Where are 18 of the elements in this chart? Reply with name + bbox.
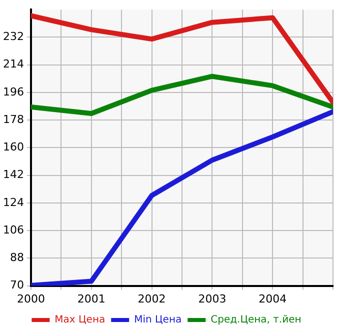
- y-tick-label: 106: [2, 223, 24, 236]
- y-tick-label: 160: [2, 140, 24, 154]
- y-tick-label: 142: [2, 168, 24, 182]
- x-tick-label: 2004: [258, 292, 287, 306]
- x-tick-label: 2001: [77, 292, 106, 306]
- x-tick-label: 2000: [16, 292, 45, 306]
- y-tick-label: 178: [2, 112, 24, 126]
- legend-label: Min Цена: [134, 314, 182, 326]
- legend-label: Max Цена: [54, 314, 106, 326]
- y-tick-label: 214: [2, 58, 24, 71]
- y-tick-label: 70: [10, 278, 24, 292]
- legend-label: Сред.Цена, т.йен: [210, 314, 302, 326]
- x-tick-label: 2002: [138, 292, 166, 306]
- y-tick-label: 196: [2, 85, 24, 98]
- y-tick-label: 124: [2, 196, 24, 209]
- y-tick-label: 88: [10, 251, 24, 264]
- x-tick-label: 2003: [198, 292, 226, 306]
- y-tick-label: 232: [2, 30, 24, 44]
